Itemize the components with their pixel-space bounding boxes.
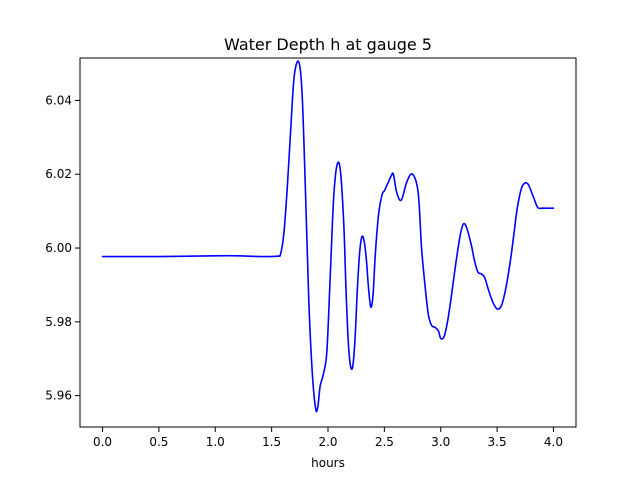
x-axis-label: hours [311, 456, 345, 470]
x-tick-label: 1.0 [206, 435, 225, 449]
chart-title: Water Depth h at gauge 5 [224, 35, 432, 54]
x-tick-label: 2.5 [375, 435, 394, 449]
x-tick-label: 3.5 [488, 435, 507, 449]
y-tick-label: 6.02 [45, 167, 72, 181]
x-tick-label: 0.0 [93, 435, 112, 449]
y-tick-label: 5.96 [45, 389, 72, 403]
series-line [101, 60, 555, 413]
x-tick-label: 2.0 [318, 435, 337, 449]
x-tick-label: 4.0 [544, 435, 563, 449]
y-tick-label: 6.04 [45, 93, 72, 107]
x-tick-label: 0.5 [149, 435, 168, 449]
x-tick-label: 3.0 [431, 435, 450, 449]
x-tick-label: 1.5 [262, 435, 281, 449]
y-axis: 5.96 5.98 6.00 6.02 6.04 [45, 93, 80, 403]
y-tick-label: 5.98 [45, 315, 72, 329]
x-axis: 0.0 0.5 1.0 1.5 2.0 2.5 3.0 3.5 4.0 [93, 427, 563, 449]
y-tick-label: 6.00 [45, 241, 72, 255]
